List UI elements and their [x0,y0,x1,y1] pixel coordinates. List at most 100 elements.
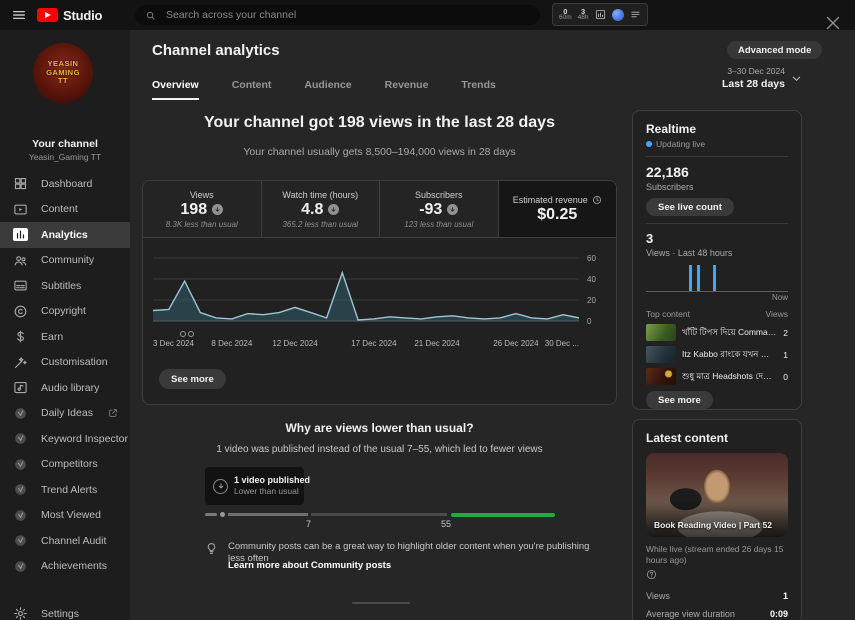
tab-trends[interactable]: Trends [461,79,496,91]
range-current-dot [220,512,225,517]
metric-note: 8.3K less than usual [165,219,238,229]
tab-revenue[interactable]: Revenue [384,79,429,91]
sidebar-item-analytics[interactable]: Analytics [0,222,130,248]
top-content-views: 1 [783,349,788,360]
realtime-bar [697,265,701,291]
sidebar-item-community[interactable]: Community [0,248,130,274]
sidebar-item-subtitles[interactable]: Subtitles [0,273,130,299]
see-more-button[interactable]: See more [159,369,226,389]
close-icon[interactable] [822,12,844,34]
top-content-row[interactable]: শুধু মাত্র Headshots দেওয়ার ... 0 [646,368,788,385]
sidebar-item-copyright[interactable]: Copyright [0,299,130,325]
views-chart-area[interactable] [153,255,579,331]
tab-content[interactable]: Content [231,79,272,91]
question-icon[interactable] [646,569,657,580]
sidebar-item-dashboard[interactable]: Dashboard [0,171,130,197]
extension-stat-2: 3 48h [578,6,589,22]
sidebar-item-label: Competitors [41,458,98,471]
earn-icon [13,329,28,344]
hamburger-icon[interactable] [11,7,27,23]
sidebar-item-label: Customisation [41,356,108,369]
vidiq-icon [13,559,28,574]
extension-widget[interactable]: 0 60m 3 48h [552,3,648,26]
top-content-header: Top content Views [646,309,788,319]
realtime-views-value: 3 [646,231,654,246]
sidebar-item-most-viewed[interactable]: Most Viewed [0,503,130,529]
chart-mini-icon[interactable] [595,9,606,20]
tab-audience[interactable]: Audience [304,79,352,91]
x-axis-tick: 26 Dec 2024 [493,339,539,348]
date-preset-text: Last 28 days [721,78,785,90]
advanced-mode-button[interactable]: Advanced mode [727,41,823,59]
your-channel-label: Your channel [32,138,98,150]
sidebar-item-audio-library[interactable]: Audio library [0,375,130,401]
views-line-chart[interactable] [153,255,579,331]
sidebar-item-channel-audit[interactable]: Channel Audit [0,528,130,554]
sidebar-item-keyword-inspector[interactable]: Keyword Inspector [0,426,130,452]
realtime-subscribers-label: Subscribers [646,182,694,192]
sidebar-item-trend-alerts[interactable]: Trend Alerts [0,477,130,503]
x-axis-tick: 3 Dec 2024 [153,339,194,348]
see-live-count-button[interactable]: See live count [646,198,734,216]
list-icon[interactable] [630,9,641,20]
sidebar-item-label: Content [41,203,78,216]
studio-logo[interactable]: Studio [37,8,102,23]
extension-avatar-icon[interactable] [611,8,624,21]
sidebar-item-earn[interactable]: Earn [0,324,130,350]
analytics-summary-card: Views 198 8.3K less than usual Watch time (… [142,180,617,405]
sidebar-item-label: Channel Audit [41,534,107,547]
tab-overview[interactable]: Overview [152,79,199,100]
x-axis-tick: 30 Dec ... [544,339,579,348]
metric-subscribers[interactable]: Subscribers -93 123 less than usual [380,181,499,237]
sidebar-item-competitors[interactable]: Competitors [0,452,130,478]
metric-estimated-revenue[interactable]: Estimated revenue $0.25 [498,181,616,237]
down-arrow-icon [447,204,459,215]
chevron-down-icon[interactable] [791,71,802,82]
vidiq-icon [13,508,28,523]
range-segment-green [451,512,555,517]
sidebar-item-label: Earn [41,330,64,343]
range-low-label: 7 [306,519,312,529]
date-range-picker[interactable]: 3–30 Dec 2024 Last 28 days [635,66,785,90]
top-content-row[interactable]: খাঁটি টিপস দিয়ে Command P... 2 [646,324,788,341]
search-bar[interactable] [135,5,540,25]
extension-stat-1: 0 60m [559,6,572,22]
search-icon [145,10,156,21]
youtube-logo-icon [37,8,58,22]
sidebar-item-label: Dashboard [41,177,93,190]
chart-x-axis: 3 Dec 2024 8 Dec 2024 12 Dec 2024 17 Dec 20… [153,339,579,351]
sidebar-item-label: Daily Ideas [41,407,93,420]
top-content-row[interactable]: Itz Kabbo রাংকে যখন আমার ... 1 [646,346,788,363]
metric-label: Estimated revenue [512,194,588,205]
sidebar-item-customisation[interactable]: Customisation [0,350,130,376]
search-input[interactable] [164,8,530,22]
realtime-views-label: Views · Last 48 hours [646,248,733,258]
channel-avatar[interactable]: YEASIN GAMING TT [33,43,93,103]
range-segment-mid [311,513,447,516]
metric-label: Watch time (hours) [282,189,359,200]
latest-stat-label: Average view duration [646,609,735,620]
latest-video-title: Book Reading Video | Part 52 [654,520,772,530]
top-content-video-title: Itz Kabbo রাংকে যখন আমার ... [682,348,778,359]
y-axis-tick: 40 [587,275,596,284]
sidebar-item-settings[interactable]: Settings [0,601,130,620]
extension-stat-value: 3 [581,6,586,16]
video-thumbnail [646,346,676,363]
sidebar-item-daily-ideas[interactable]: Daily Ideas [0,401,130,427]
vidiq-icon [13,533,28,548]
metric-value: -93 [419,200,443,218]
extension-stat-value: 0 [563,6,568,16]
studio-logo-text: Studio [63,7,103,23]
sidebar-item-achievements[interactable]: Achievements [0,554,130,580]
metric-watch-time-hours[interactable]: Watch time (hours) 4.8 365.2 less than usu… [261,181,380,237]
updating-live-label: Updating live [656,139,706,149]
callout-title: 1 video published [234,475,311,486]
metric-views[interactable]: Views 198 8.3K less than usual [143,181,262,237]
community-posts-link[interactable]: Learn more about Community posts [228,560,392,571]
latest-stat-value: 1 [782,591,788,602]
insight-heading: Why are views lower than usual? [285,421,474,435]
realtime-see-more-button[interactable]: See more [646,391,713,409]
latest-video-thumbnail[interactable]: Book Reading Video | Part 52 [646,453,788,537]
x-axis-tick: 17 Dec 2024 [351,339,397,348]
sidebar-item-content[interactable]: Content [0,197,130,223]
